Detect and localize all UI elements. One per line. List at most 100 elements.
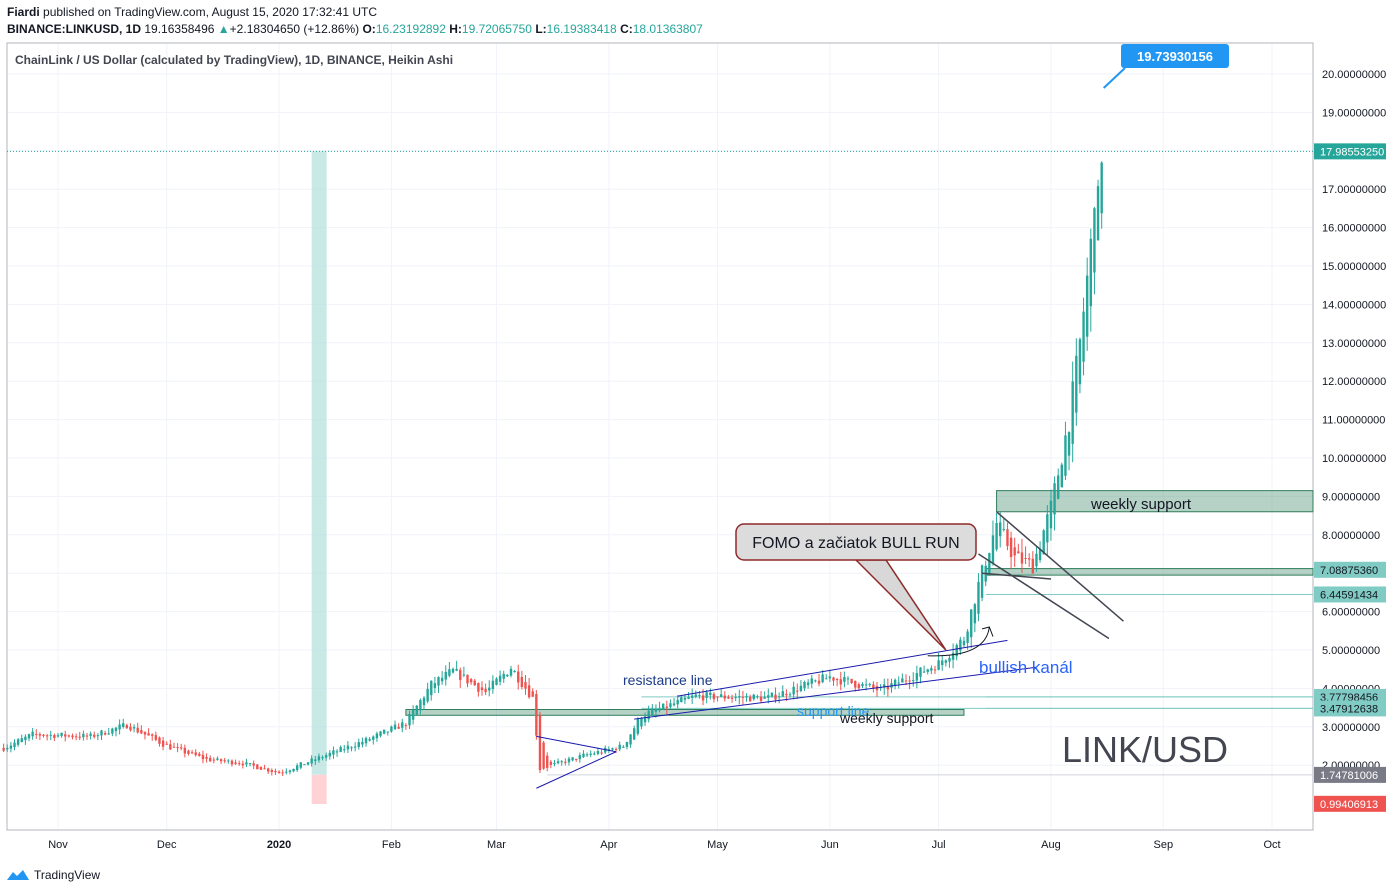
candle-body — [386, 731, 389, 733]
candle-body — [716, 696, 719, 698]
candle-body — [38, 734, 42, 736]
candle-body — [600, 752, 603, 754]
candle-body — [730, 697, 734, 699]
candle-body — [651, 708, 654, 716]
candle-body — [589, 753, 592, 755]
candle-body — [748, 696, 752, 702]
price-label: 3.47912638 — [1320, 703, 1378, 715]
low-value: 16.19383418 — [546, 22, 617, 36]
candle-body — [636, 718, 640, 734]
candle-body — [843, 676, 846, 682]
candle-body — [1020, 552, 1024, 564]
y-tick-label: 16.00000000 — [1322, 223, 1386, 235]
candle-body — [1038, 548, 1042, 560]
candle-body — [415, 705, 418, 715]
candle-body — [632, 728, 636, 740]
candle-body — [223, 760, 226, 762]
candle-body — [966, 631, 969, 643]
candle-body — [31, 731, 34, 737]
candle-body — [1017, 551, 1020, 554]
candle-body — [629, 734, 632, 745]
y-tick-label: 20.00000000 — [1322, 69, 1386, 81]
candle-body — [477, 683, 480, 692]
candle-body — [553, 763, 556, 765]
candle-body — [933, 669, 937, 671]
high-bubble-text: 19.73930156 — [1137, 49, 1213, 64]
candle-body — [912, 680, 915, 682]
candle-body — [694, 694, 698, 697]
candle-body — [832, 677, 835, 681]
candle-body — [390, 726, 393, 732]
candle-body — [1056, 475, 1060, 499]
symbol-watermark: LINK/USD — [1062, 729, 1228, 770]
candle-body — [951, 652, 955, 660]
candle-body — [1067, 432, 1071, 456]
tradingview-logo-icon[interactable] — [6, 868, 30, 882]
candle-body — [1071, 381, 1074, 444]
candle-body — [538, 714, 542, 771]
candle-body — [727, 697, 730, 699]
candle-body — [299, 762, 302, 768]
candle-body — [1031, 558, 1035, 574]
x-tick-label: Dec — [157, 839, 177, 851]
candle-body — [111, 728, 114, 734]
candle-body — [930, 668, 933, 671]
author-name[interactable]: Fiardi — [7, 5, 40, 19]
candle-body — [343, 749, 346, 751]
candle-body — [517, 671, 520, 683]
candle-body — [611, 748, 614, 750]
candle-body — [770, 692, 774, 697]
candle-body — [560, 761, 563, 763]
candle-body — [303, 764, 306, 766]
candle-body — [883, 684, 886, 688]
candle-body — [288, 770, 292, 773]
candle-body — [462, 674, 466, 676]
candle-body — [1060, 464, 1064, 488]
candle-body — [980, 565, 984, 598]
candle-body — [176, 747, 179, 749]
footer-brand[interactable]: TradingView — [34, 868, 101, 882]
candle-body — [531, 691, 534, 697]
candle-body — [520, 677, 524, 687]
candle-body — [709, 692, 712, 696]
candle-body — [803, 681, 806, 689]
candle-body — [542, 742, 545, 769]
candle-body — [575, 758, 578, 760]
candle-body — [806, 682, 810, 686]
candle-body — [455, 668, 458, 671]
candle-body — [368, 739, 371, 741]
candle-body — [897, 682, 900, 684]
candle-body — [350, 747, 353, 749]
candle-body — [78, 736, 81, 738]
support-line — [634, 666, 1037, 720]
candle-body — [970, 609, 973, 638]
candle-body — [321, 757, 324, 759]
candle-body — [295, 765, 299, 771]
candle-body — [216, 758, 219, 760]
candle-body — [546, 755, 549, 768]
x-tick-label: Jul — [932, 839, 946, 851]
candle-body — [564, 761, 567, 763]
candle-body — [767, 695, 770, 698]
candle-body — [67, 735, 71, 737]
candle-body — [56, 735, 60, 737]
candle-body — [705, 692, 708, 698]
candle-body — [640, 718, 643, 727]
candle-body — [114, 727, 118, 732]
candle-body — [6, 747, 9, 750]
candle-body — [82, 733, 85, 738]
price-label: 0.99406913 — [1320, 799, 1378, 811]
candle-body — [1053, 483, 1056, 515]
candle-body — [42, 734, 45, 736]
candle-body — [926, 669, 929, 672]
candle-body — [266, 768, 270, 772]
y-tick-label: 9.00000000 — [1322, 491, 1380, 503]
callout-text: FOMO a začiatok BULL RUN — [752, 535, 959, 552]
candle-body — [792, 686, 795, 695]
candle-body — [854, 680, 857, 688]
candle-body — [556, 761, 560, 764]
candle-body — [85, 735, 89, 737]
candle-body — [93, 734, 96, 737]
x-tick-label: Nov — [48, 839, 68, 851]
